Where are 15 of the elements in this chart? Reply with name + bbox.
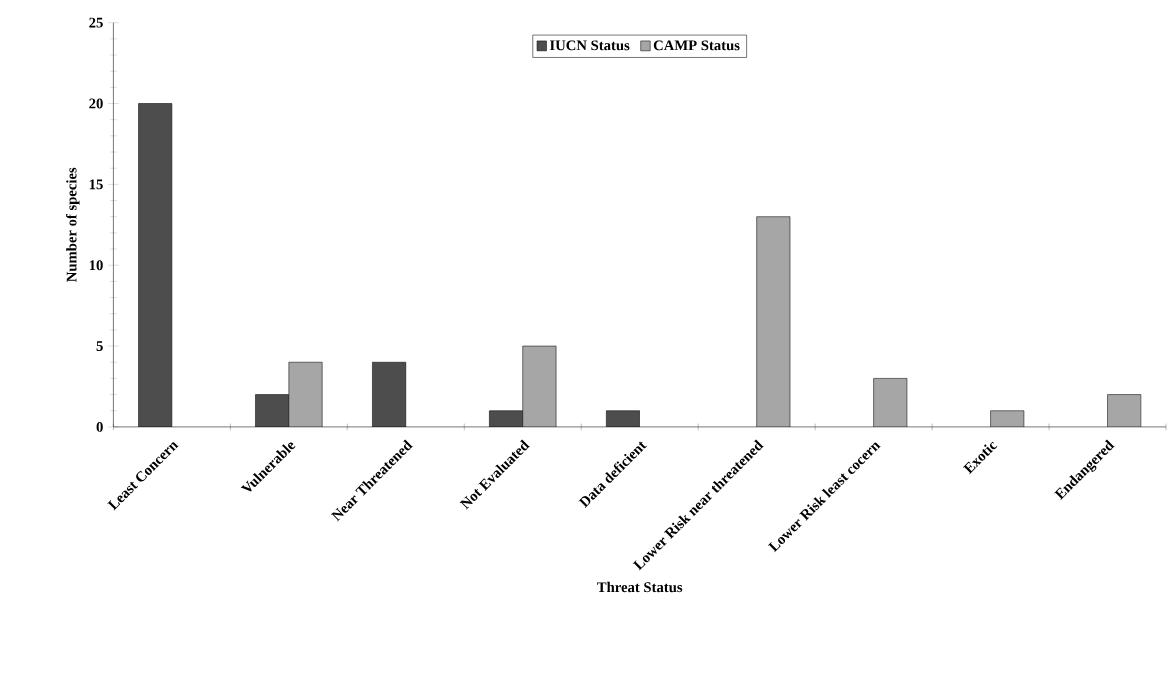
y-tick-label: 5 [96,341,103,351]
legend-label: IUCN Status [549,40,630,51]
bar [522,345,557,427]
y-axis-title: Number of species [66,167,80,282]
x-axis-title: Threat Status [597,581,683,592]
bar [756,216,791,427]
bar [1107,394,1142,427]
y-tick-label: 25 [89,17,103,28]
y-tick-label: 20 [89,98,103,109]
legend-label: CAMP Status [653,40,740,51]
y-tick-label: 10 [89,260,103,270]
bar [873,378,907,427]
y-tick-label: 15 [89,179,103,190]
bar [288,362,323,427]
y-tick-label: 0 [96,421,103,432]
